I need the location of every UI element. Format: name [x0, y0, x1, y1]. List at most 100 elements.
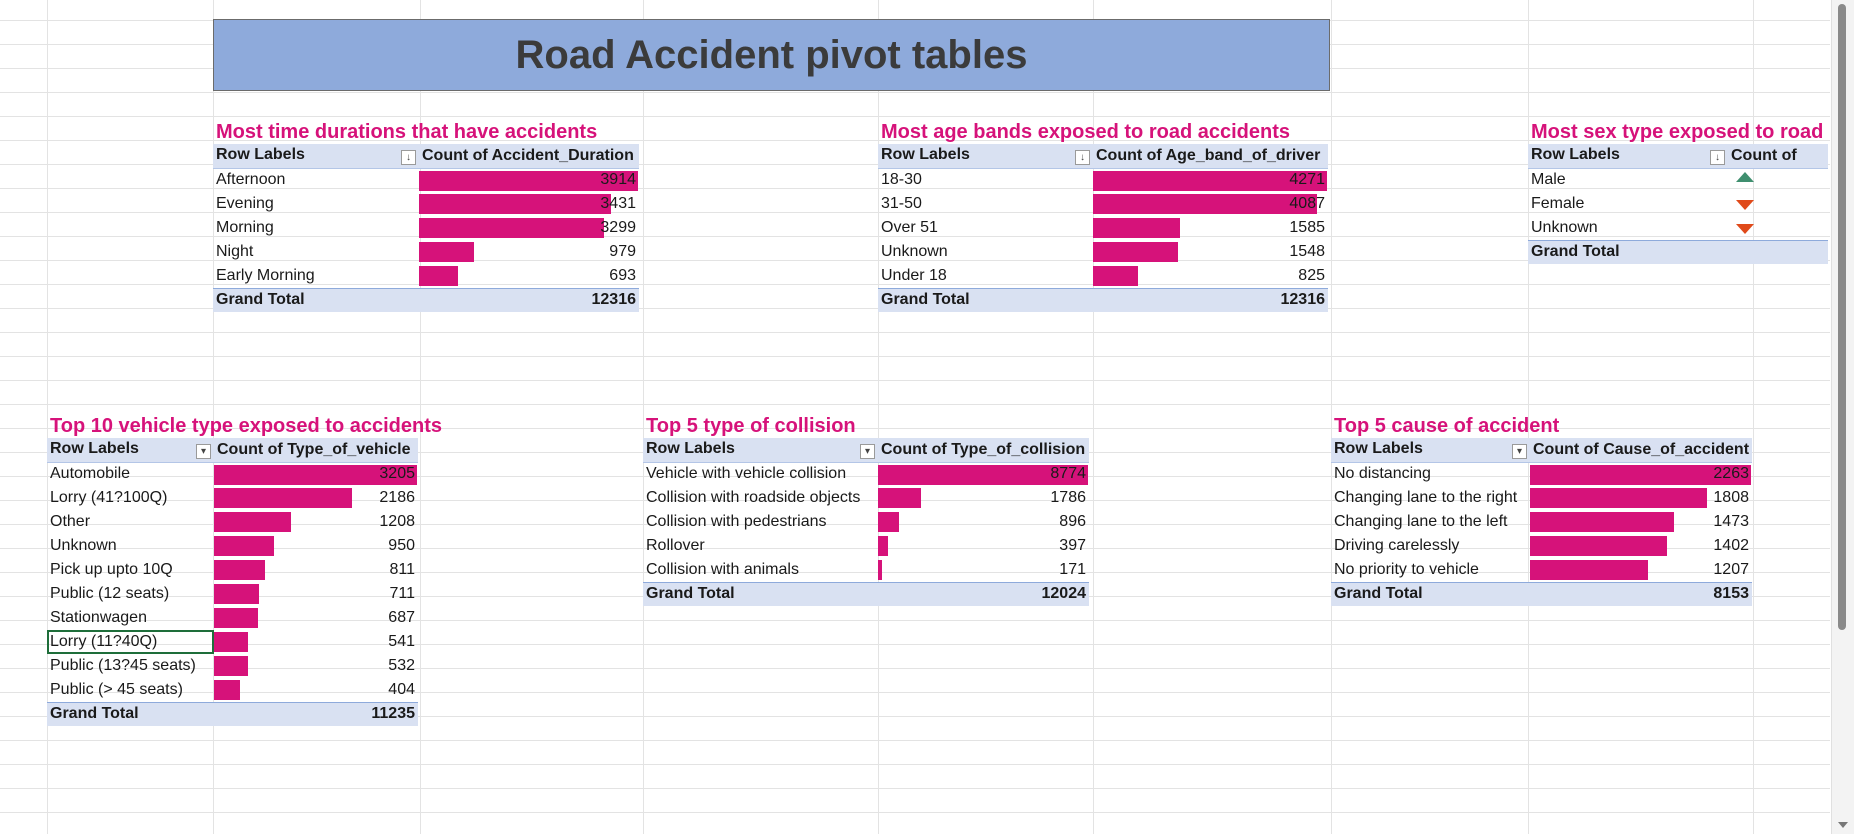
value-cell[interactable]: 811: [214, 558, 418, 582]
row-labels-header[interactable]: Row Labels ↓: [213, 144, 419, 169]
row-label-cell[interactable]: Public (12 seats): [50, 585, 170, 602]
row-label-cell[interactable]: No distancing: [1334, 465, 1431, 483]
value-cell[interactable]: [1728, 216, 1828, 240]
grand-total-label[interactable]: Grand Total: [47, 701, 214, 726]
table-row: No priority to vehicle 1207: [1331, 558, 1752, 582]
row-labels-header[interactable]: Row Labels ↓: [1528, 144, 1728, 169]
value-cell[interactable]: 979: [419, 240, 639, 264]
row-label-cell[interactable]: Public (13?45 seats): [50, 657, 196, 674]
vertical-scrollbar[interactable]: [1831, 0, 1854, 834]
value-cell[interactable]: 1473: [1530, 510, 1752, 534]
row-labels-header[interactable]: Row Labels ↓: [878, 144, 1093, 169]
value-cell[interactable]: 1207: [1530, 558, 1752, 582]
value-header: Count of Type_of_vehicle: [214, 438, 418, 463]
value-cell[interactable]: 1548: [1093, 240, 1328, 264]
row-label-cell[interactable]: Morning: [216, 219, 274, 236]
grand-total-label[interactable]: Grand Total: [643, 581, 878, 606]
row-label-cell[interactable]: Collision with roadside objects: [646, 489, 861, 506]
filter-dropdown-icon[interactable]: ▾: [860, 444, 875, 460]
value-cell[interactable]: 4271: [1093, 168, 1328, 192]
row-label-cell[interactable]: Unknown: [1531, 218, 1598, 236]
row-label-cell[interactable]: Rollover: [646, 537, 705, 554]
value-cell[interactable]: 825: [1093, 264, 1328, 288]
grand-total-value[interactable]: 8153: [1530, 581, 1752, 606]
data-bar: [1093, 194, 1317, 214]
row-label-cell[interactable]: Afternoon: [216, 171, 286, 189]
row-label-cell[interactable]: Pick up upto 10Q: [50, 561, 173, 578]
value-cell[interactable]: 1585: [1093, 216, 1328, 240]
sort-dropdown-icon[interactable]: ↓: [401, 150, 416, 166]
row-label-cell[interactable]: Early Morning: [216, 266, 315, 284]
row-label-cell[interactable]: Evening: [216, 195, 274, 212]
value-cell[interactable]: 1786: [878, 486, 1089, 510]
scroll-down-arrow-icon[interactable]: [1838, 822, 1848, 828]
row-label-cell[interactable]: Under 18: [881, 266, 947, 284]
table-row: Public (12 seats) 711: [47, 582, 418, 606]
row-label-cell[interactable]: Vehicle with vehicle collision: [646, 465, 847, 483]
filter-dropdown-icon[interactable]: ▾: [1512, 444, 1527, 460]
value-cell[interactable]: 3205: [214, 462, 418, 486]
row-label-cell[interactable]: Other: [50, 513, 91, 530]
value-cell[interactable]: 711: [214, 582, 418, 606]
value-cell[interactable]: 397: [878, 534, 1089, 558]
value-cell[interactable]: 404: [214, 678, 418, 702]
value-cell[interactable]: 532: [214, 654, 418, 678]
value-text: 4271: [1289, 171, 1325, 189]
value-cell[interactable]: 8774: [878, 462, 1089, 486]
value-cell[interactable]: 4087: [1093, 192, 1328, 216]
row-label-cell[interactable]: Lorry (41?100Q): [50, 489, 168, 506]
value-cell[interactable]: 3914: [419, 168, 639, 192]
grand-total-row: Grand Total 12316: [213, 287, 639, 312]
value-cell[interactable]: 3299: [419, 216, 639, 240]
value-cell[interactable]: 2263: [1530, 462, 1752, 486]
grand-total-label[interactable]: Grand Total: [878, 287, 1093, 312]
row-label-cell[interactable]: Public (> 45 seats): [50, 680, 183, 698]
row-labels-text: Row Labels: [881, 146, 970, 164]
row-label-cell[interactable]: Unknown: [50, 537, 117, 554]
row-label-cell[interactable]: Driving carelessly: [1334, 537, 1460, 554]
sort-dropdown-icon[interactable]: ↓: [1075, 150, 1090, 166]
row-label-cell[interactable]: No priority to vehicle: [1334, 560, 1479, 578]
scrollbar-thumb[interactable]: [1838, 4, 1846, 630]
row-label-cell[interactable]: Female: [1531, 195, 1585, 212]
value-cell[interactable]: 171: [878, 558, 1089, 582]
value-cell[interactable]: 1808: [1530, 486, 1752, 510]
value-cell[interactable]: 1208: [214, 510, 418, 534]
value-cell[interactable]: 950: [214, 534, 418, 558]
grand-total-value[interactable]: 12024: [878, 581, 1089, 606]
row-label-cell[interactable]: Changing lane to the left: [1334, 513, 1508, 530]
row-labels-header[interactable]: Row Labels ▾: [643, 438, 878, 463]
filter-dropdown-icon[interactable]: ▾: [196, 444, 211, 460]
value-cell[interactable]: [1728, 192, 1828, 216]
sort-dropdown-icon[interactable]: ↓: [1710, 150, 1725, 166]
row-label-cell[interactable]: Over 51: [881, 219, 938, 236]
value-cell[interactable]: [1728, 168, 1828, 192]
row-label-cell[interactable]: Automobile: [50, 465, 131, 483]
grand-total-value[interactable]: [1728, 239, 1828, 264]
row-label-cell[interactable]: Stationwagen: [50, 609, 147, 626]
value-cell[interactable]: 896: [878, 510, 1089, 534]
grand-total-label[interactable]: Grand Total: [1528, 239, 1728, 264]
grand-total-value[interactable]: 12316: [419, 287, 639, 312]
row-label-cell[interactable]: Male: [1531, 171, 1566, 189]
grand-total-value[interactable]: 12316: [1093, 287, 1328, 312]
row-label-cell[interactable]: Lorry (11?40Q): [47, 630, 214, 654]
value-cell[interactable]: 693: [419, 264, 639, 288]
value-cell[interactable]: 541: [214, 630, 418, 654]
row-label-cell[interactable]: Collision with animals: [646, 560, 799, 578]
row-label-cell[interactable]: Collision with pedestrians: [646, 513, 827, 530]
value-cell[interactable]: 687: [214, 606, 418, 630]
row-label-cell[interactable]: Unknown: [881, 243, 948, 260]
row-labels-header[interactable]: Row Labels ▾: [1331, 438, 1530, 463]
row-label-cell[interactable]: 31-50: [881, 195, 922, 212]
row-label-cell[interactable]: 18-30: [881, 171, 922, 189]
value-cell[interactable]: 2186: [214, 486, 418, 510]
grand-total-label[interactable]: Grand Total: [213, 287, 419, 312]
row-label-cell[interactable]: Night: [216, 243, 254, 260]
value-cell[interactable]: 1402: [1530, 534, 1752, 558]
value-cell[interactable]: 3431: [419, 192, 639, 216]
grand-total-value[interactable]: 11235: [214, 701, 418, 726]
row-labels-header[interactable]: Row Labels ▾: [47, 438, 214, 463]
row-label-cell[interactable]: Changing lane to the right: [1334, 489, 1518, 506]
grand-total-label[interactable]: Grand Total: [1331, 581, 1530, 606]
